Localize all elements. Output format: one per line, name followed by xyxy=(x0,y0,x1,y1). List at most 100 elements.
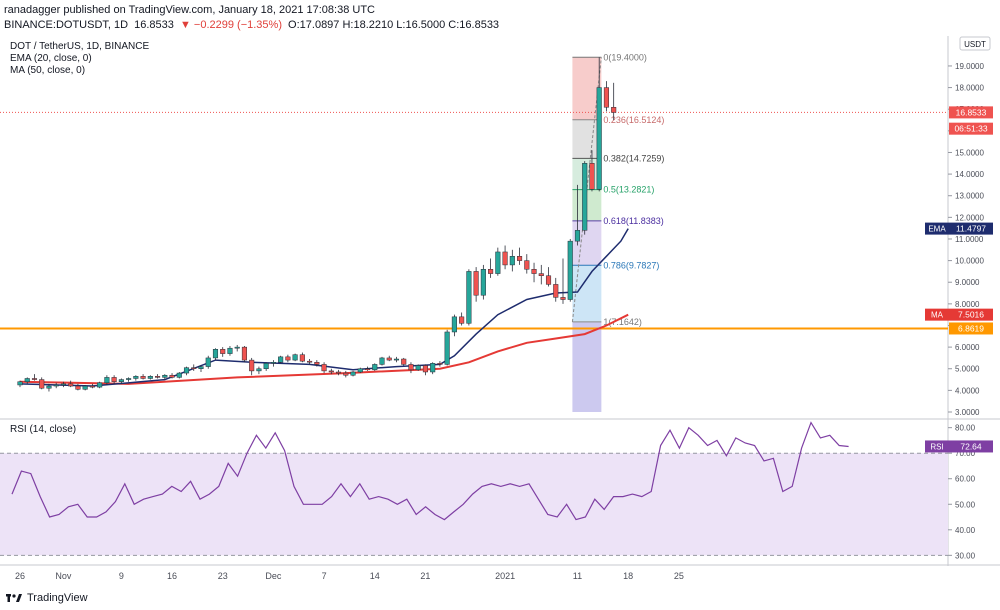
candle-up xyxy=(372,364,378,371)
candle-down xyxy=(343,372,349,376)
candle-up xyxy=(162,374,168,378)
price-pane[interactable] xyxy=(0,36,948,418)
ma50-line xyxy=(19,313,629,385)
candle-up xyxy=(104,377,110,384)
candle-up xyxy=(451,316,457,333)
currency-badge[interactable] xyxy=(959,36,991,51)
currency-label: USDT xyxy=(964,40,986,49)
candle-down xyxy=(314,362,320,365)
candle-up xyxy=(256,368,262,372)
candle-up xyxy=(205,357,211,367)
price-tick-label: 8.0000 xyxy=(955,300,980,309)
candle-down xyxy=(191,367,197,369)
candle-down xyxy=(401,358,407,365)
candle-up xyxy=(495,251,501,274)
time-tick-label: 7 xyxy=(322,571,327,581)
time-tick-label: 26 xyxy=(15,571,25,581)
indicator-tag-ema xyxy=(925,222,949,235)
candle-down xyxy=(364,368,371,371)
candle-up xyxy=(270,362,276,364)
time-tick-label: Nov xyxy=(55,571,72,581)
legend-title: DOT / TetherUS, 1D, BINANCE xyxy=(10,41,149,52)
candle-down xyxy=(437,363,443,365)
candle-down xyxy=(336,371,342,374)
candle-up xyxy=(350,371,356,376)
candle-up xyxy=(234,346,240,349)
price-tick-label: 10.0000 xyxy=(955,257,984,266)
fib-label-0: 0(19.4000) xyxy=(603,52,647,62)
symbol: BINANCE:DOTUSDT, 1D xyxy=(4,19,129,31)
fib-label-0.5: 0.5(13.2821) xyxy=(603,185,654,195)
last-price: 16.8533 xyxy=(134,19,174,31)
candle-up xyxy=(53,384,59,387)
time-tick-label: Dec xyxy=(265,571,282,581)
candle-up xyxy=(176,372,182,378)
rsi-tag-label: RSI xyxy=(930,442,943,451)
price-change: ▼ −0.2299 (−1.35%) xyxy=(179,19,282,31)
candle-down xyxy=(68,383,74,387)
time-tick-label: 14 xyxy=(370,571,380,581)
rsi-band xyxy=(0,453,948,556)
candle-up xyxy=(292,354,298,361)
candle-down xyxy=(553,284,559,298)
time-tick-label: 2021 xyxy=(495,571,515,581)
candle-up xyxy=(509,256,515,266)
candle-up xyxy=(466,271,472,324)
footer-brand: TradingView xyxy=(27,592,88,604)
legend-ema: EMA (20, close, 0) xyxy=(10,53,92,64)
price-tick-label: 9.0000 xyxy=(955,278,980,287)
candle-up xyxy=(263,363,269,369)
candle-down xyxy=(603,87,609,108)
candle-down xyxy=(517,256,523,261)
indicator-tag-ma xyxy=(925,308,949,321)
candle-down xyxy=(307,360,313,363)
candle-up xyxy=(183,367,190,374)
candle-down xyxy=(531,269,537,274)
fib-label-0.236: 0.236(16.5124) xyxy=(603,115,664,125)
candle-down xyxy=(169,374,175,378)
price-axis-label: 7.5016 xyxy=(958,310,984,320)
price-axis-label-bg xyxy=(949,122,993,135)
time-tick-label: 11 xyxy=(573,571,582,581)
candle-up xyxy=(118,379,124,382)
price-tick-label: 3.0000 xyxy=(955,408,980,417)
rsi-value-label: 72.64 xyxy=(960,441,982,451)
candle-up xyxy=(147,376,153,379)
rsi-tick-label: 50.00 xyxy=(955,500,976,509)
candle-up xyxy=(357,368,363,373)
candle-up xyxy=(46,385,52,389)
price-axis-label: 06:51:33 xyxy=(954,124,987,134)
fib-zone-0.236 xyxy=(572,119,602,159)
candle-down xyxy=(459,316,465,324)
price-tick-label: 4.0000 xyxy=(955,386,980,395)
price-axis-label-bg xyxy=(949,322,993,335)
candle-down xyxy=(241,346,247,361)
candle-up xyxy=(567,240,573,300)
candle-up xyxy=(227,347,233,354)
price-axis-label-bg xyxy=(949,222,993,235)
candle-down xyxy=(285,356,291,361)
time-tick-label: 21 xyxy=(420,571,430,581)
candle-down xyxy=(611,107,617,113)
candle-down xyxy=(328,370,334,373)
legend-rsi: RSI (14, close) xyxy=(10,424,76,435)
price-axis-label-bg xyxy=(949,106,993,119)
rsi-line xyxy=(11,421,849,521)
candle-down xyxy=(155,376,161,378)
candle-up xyxy=(430,363,436,373)
candle-down xyxy=(249,359,255,372)
candle-down xyxy=(299,354,305,362)
rsi-tick-label: 80.00 xyxy=(955,424,976,433)
price-axis-label-bg xyxy=(949,308,993,321)
candle-down xyxy=(408,364,414,371)
time-tick-label: 25 xyxy=(674,571,684,581)
candle-up xyxy=(574,230,581,242)
publish-line: ranadagger published on TradingView.com,… xyxy=(4,4,375,16)
candle-down xyxy=(75,385,81,390)
ohlc-readout: O:17.0897 H:18.2210 L:16.5000 C:16.8533 xyxy=(288,19,500,31)
legend-ma: MA (50, close, 0) xyxy=(10,65,85,76)
price-axis-label: 16.8533 xyxy=(956,107,987,117)
candle-up xyxy=(126,378,132,380)
price-tick-label: 18.0000 xyxy=(955,84,984,93)
